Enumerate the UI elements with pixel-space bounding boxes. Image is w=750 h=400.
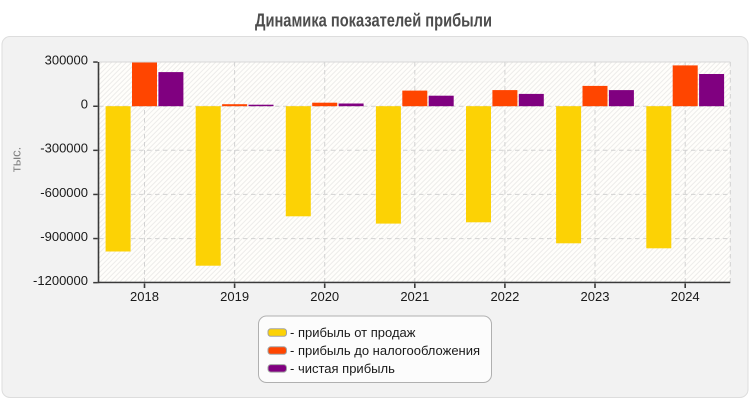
svg-text:2021: 2021 bbox=[400, 289, 429, 304]
svg-text:2022: 2022 bbox=[490, 289, 519, 304]
svg-text:- чистая прибыль: - чистая прибыль bbox=[290, 361, 395, 376]
svg-text:300000: 300000 bbox=[45, 53, 88, 68]
svg-text:2024: 2024 bbox=[671, 289, 700, 304]
svg-text:тыс.: тыс. bbox=[9, 147, 24, 172]
svg-text:-900000: -900000 bbox=[40, 229, 88, 244]
svg-text:- прибыль до налогообложения: - прибыль до налогообложения bbox=[290, 343, 480, 358]
svg-text:Динамика показателей прибыли: Динамика показателей прибыли bbox=[255, 11, 492, 31]
svg-text:-600000: -600000 bbox=[40, 185, 88, 200]
svg-text:2018: 2018 bbox=[130, 289, 159, 304]
svg-text:2023: 2023 bbox=[581, 289, 610, 304]
svg-text:-300000: -300000 bbox=[40, 141, 88, 156]
svg-text:- прибыль от продаж: - прибыль от продаж bbox=[290, 325, 416, 340]
svg-text:2020: 2020 bbox=[310, 289, 339, 304]
svg-text:-1200000: -1200000 bbox=[33, 273, 88, 288]
svg-text:2019: 2019 bbox=[220, 289, 249, 304]
svg-text:0: 0 bbox=[81, 97, 88, 112]
